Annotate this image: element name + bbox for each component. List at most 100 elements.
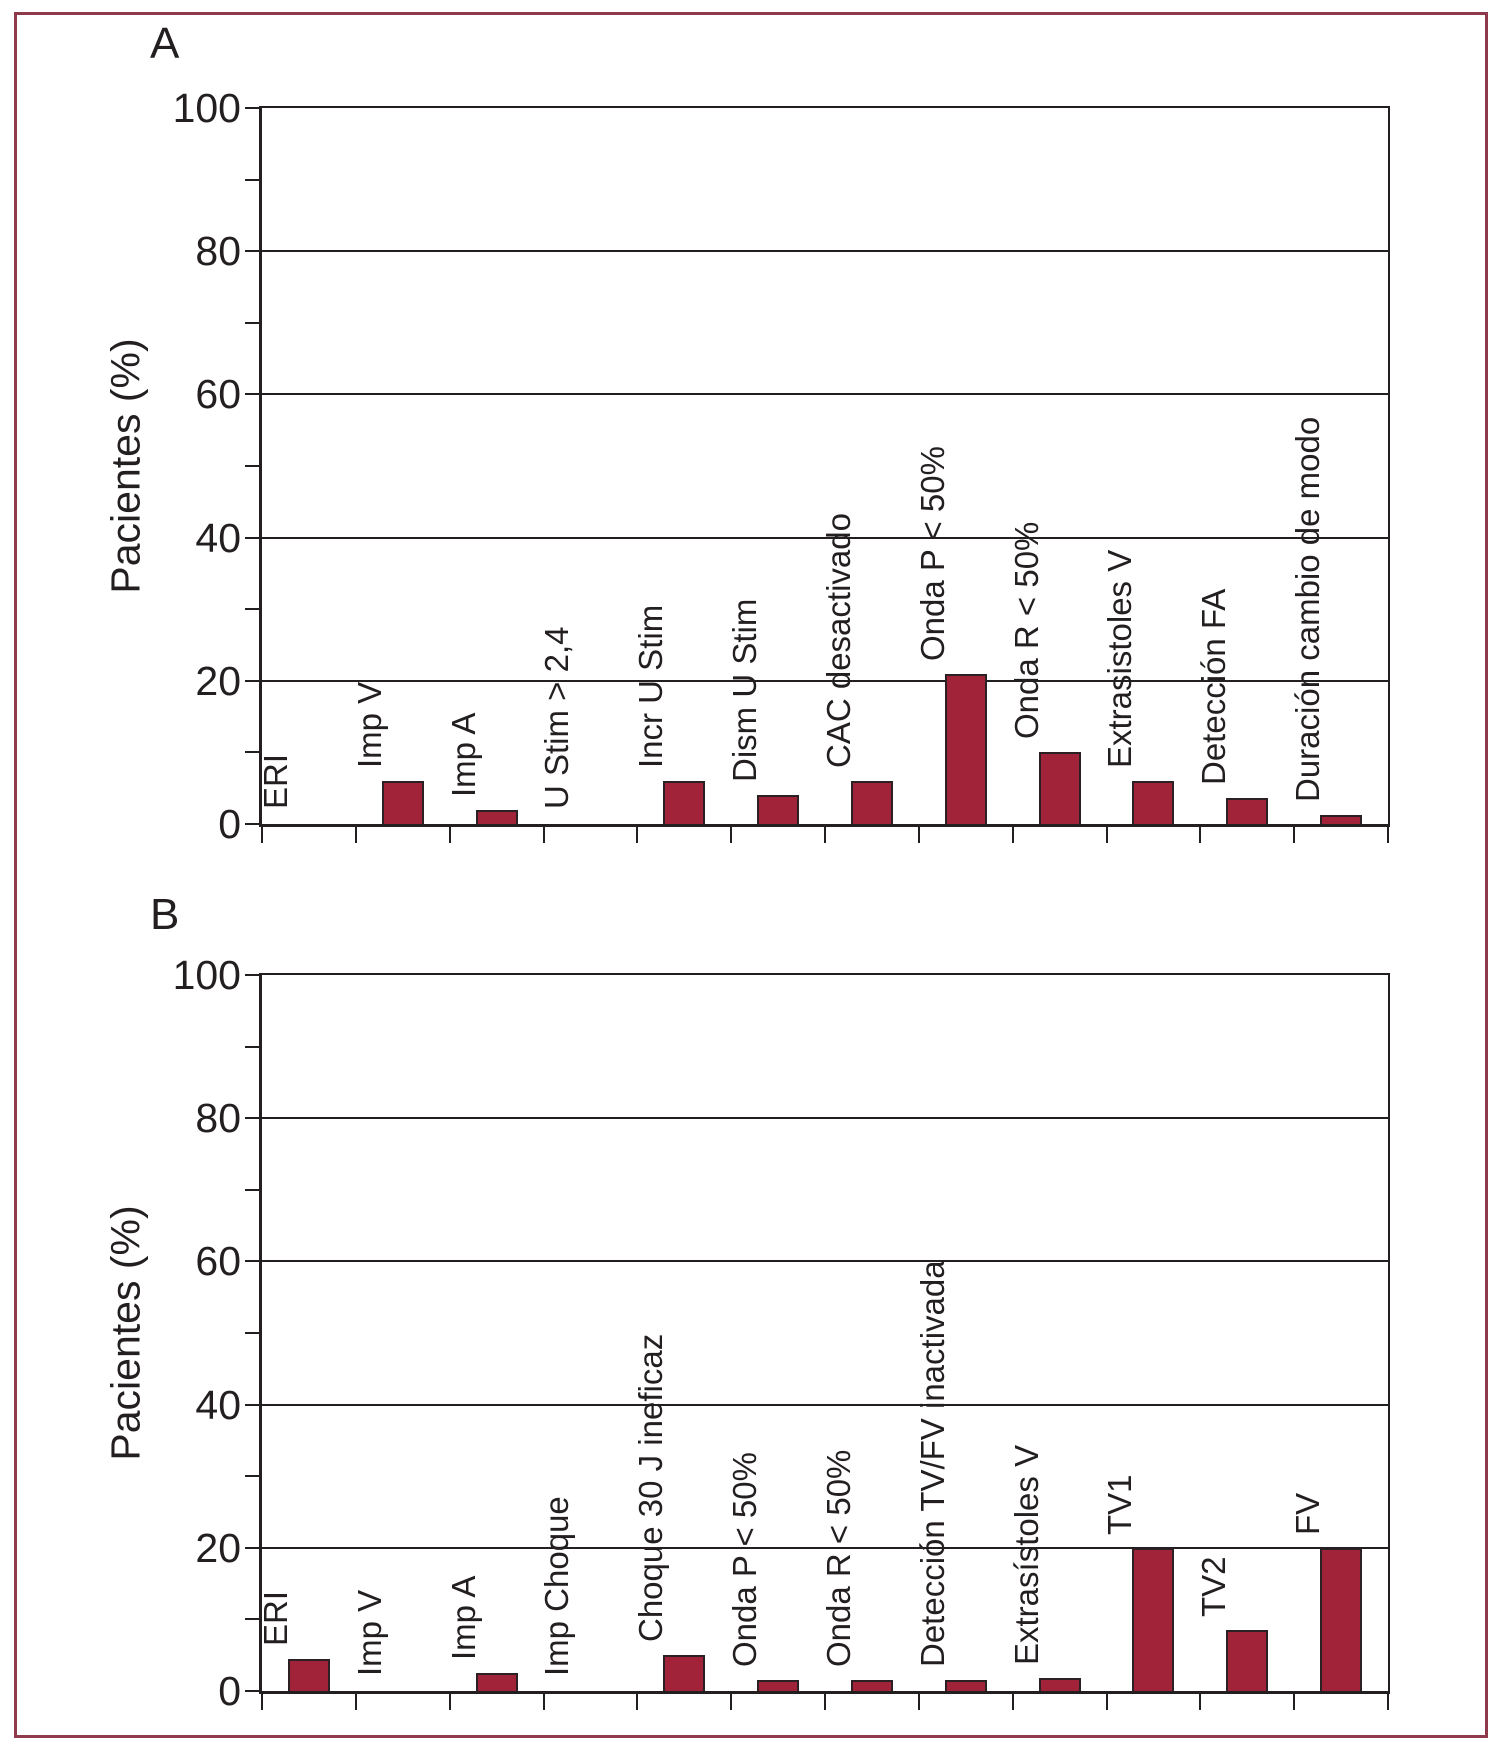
bar-Imp A <box>475 809 518 824</box>
category-label: Detección FA <box>1195 588 1233 785</box>
category-label: Dism U Stim <box>726 599 764 783</box>
x-tick <box>636 1694 639 1710</box>
bar-Extrasistoles V <box>1132 781 1175 824</box>
chart-b-plot <box>259 973 1390 1694</box>
bar-Detección FA <box>1226 797 1269 824</box>
y-tick-label-100: 100 <box>172 952 241 998</box>
bar-ERI <box>287 1658 330 1691</box>
y-major-tick-0 <box>245 1690 259 1692</box>
x-tick <box>1105 1694 1108 1710</box>
x-tick <box>824 1694 826 1710</box>
x-tick <box>1293 827 1296 843</box>
category-label: Onda R < 50% <box>1007 522 1045 740</box>
bar-TV1 <box>1132 1547 1175 1691</box>
x-tick <box>730 827 733 843</box>
category-label: TV1 <box>1101 1474 1139 1535</box>
bar-Dism U Stim <box>757 795 800 824</box>
x-tick <box>1105 827 1108 843</box>
y-tick-label-80: 80 <box>195 228 241 275</box>
gridline-80 <box>262 250 1388 253</box>
category-label: Onda P < 50% <box>913 445 951 661</box>
x-tick <box>261 1694 263 1710</box>
y-minor-tick-70 <box>245 1188 259 1191</box>
bar-Imp V <box>381 781 424 824</box>
category-label: Onda P < 50% <box>726 1452 764 1668</box>
y-major-tick-60 <box>245 1260 259 1263</box>
x-tick <box>354 1694 357 1710</box>
bar-Detección TV/FV inactivada <box>944 1680 987 1691</box>
bar-CAC desactivado <box>850 781 893 824</box>
y-minor-tick-70 <box>245 321 259 324</box>
category-label: ERI <box>256 753 294 809</box>
y-minor-tick-50 <box>245 1332 259 1334</box>
y-major-tick-20 <box>245 679 259 682</box>
y-major-tick-20 <box>245 1546 259 1549</box>
category-label: TV2 <box>1195 1556 1233 1618</box>
y-major-tick-40 <box>245 1403 259 1406</box>
category-label: Imp A <box>444 1575 482 1661</box>
panel-label-a: A <box>150 19 180 68</box>
y-minor-tick-90 <box>245 1045 259 1048</box>
category-label: U Stim > 2,4 <box>538 626 576 809</box>
y-tick-label-80: 80 <box>195 1095 241 1142</box>
gridline-40 <box>262 1403 1388 1406</box>
bar-Imp A <box>475 1673 518 1691</box>
bar-Onda P < 50% <box>944 673 987 824</box>
y-tick-label-20: 20 <box>195 657 241 704</box>
y-major-tick-80 <box>245 250 259 253</box>
y-minor-tick-90 <box>245 178 259 181</box>
x-tick <box>824 827 826 843</box>
y-tick-label-20: 20 <box>195 1524 241 1571</box>
y-major-tick-100 <box>245 107 259 109</box>
bar-FV <box>1320 1547 1363 1691</box>
x-tick <box>1011 1694 1014 1710</box>
y-tick-label-0: 0 <box>218 801 241 847</box>
x-tick <box>1387 1694 1389 1710</box>
category-label: ERI <box>256 1590 294 1646</box>
chart-a-plot <box>259 106 1390 827</box>
y-major-tick-0 <box>245 823 259 825</box>
y-tick-label-100: 100 <box>172 85 241 131</box>
x-tick <box>354 827 357 843</box>
x-tick <box>636 827 639 843</box>
figure-border <box>14 12 1488 1738</box>
x-tick <box>1293 1694 1296 1710</box>
bar-TV2 <box>1226 1630 1269 1691</box>
x-tick <box>1199 827 1202 843</box>
category-label: Imp V <box>350 1589 388 1676</box>
x-tick <box>917 827 920 843</box>
x-tick <box>542 1694 545 1710</box>
y-major-tick-60 <box>245 393 259 396</box>
y-minor-tick-30 <box>245 608 259 611</box>
gridline-20 <box>262 1546 1388 1549</box>
x-tick <box>448 1694 451 1710</box>
bar-Choque 30 J ineficaz <box>663 1655 706 1691</box>
x-tick <box>1387 827 1389 843</box>
gridline-20 <box>262 679 1388 682</box>
x-tick <box>917 1694 920 1710</box>
y-tick-label-60: 60 <box>195 1238 241 1285</box>
y-tick-label-40: 40 <box>195 514 241 561</box>
category-label: Imp Choque <box>538 1496 576 1676</box>
bar-Extrasístoles V <box>1038 1678 1081 1691</box>
bar-Duración cambio de modo <box>1320 815 1363 824</box>
bar-Onda R < 50% <box>850 1680 893 1691</box>
category-label: Imp V <box>350 681 388 769</box>
category-label: Extrasístoles V <box>1007 1445 1045 1666</box>
category-label: Imp A <box>444 712 482 797</box>
category-label: Incr U Stim <box>632 604 670 769</box>
category-label: FV <box>1289 1492 1327 1535</box>
y-minor-tick-50 <box>245 465 259 467</box>
y-major-tick-40 <box>245 536 259 539</box>
bar-Incr U Stim <box>663 781 706 824</box>
y-tick-label-60: 60 <box>195 371 241 418</box>
gridline-60 <box>262 1260 1388 1263</box>
x-tick <box>542 827 545 843</box>
category-label: Detección TV/FV inactivada <box>913 1260 951 1668</box>
panel-label-b: B <box>150 890 180 939</box>
gridline-80 <box>262 1117 1388 1120</box>
category-label: Onda R < 50% <box>819 1449 857 1668</box>
x-tick <box>1199 1694 1202 1710</box>
y-minor-tick-30 <box>245 1475 259 1478</box>
